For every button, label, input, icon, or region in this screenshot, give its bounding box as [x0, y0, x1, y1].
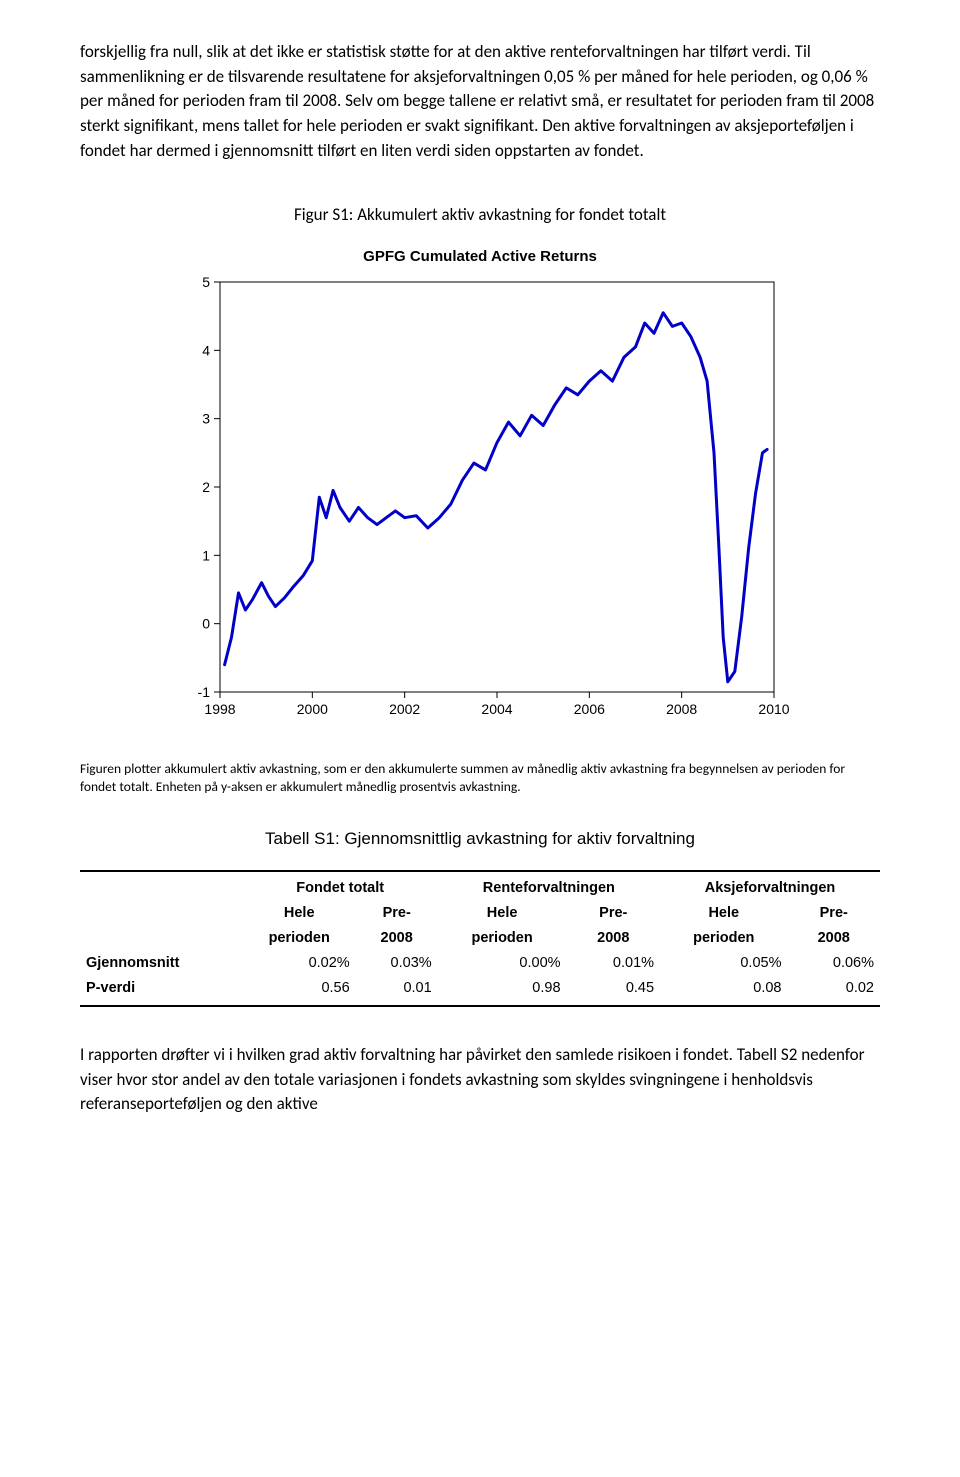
- svg-text:4: 4: [202, 342, 210, 358]
- svg-text:2000: 2000: [297, 701, 328, 717]
- chart-container: GPFG Cumulated Active Returns -1 0 1 2 3 4 5 19…: [170, 246, 790, 732]
- svg-text:-1: -1: [198, 684, 211, 700]
- sub-header: 2008: [567, 926, 661, 951]
- sub-header: 2008: [356, 926, 438, 951]
- sub-header: Hele: [438, 901, 567, 926]
- sub-header: Pre-: [567, 901, 661, 926]
- table-title: Tabell S1: Gjennomsnittlig avkastning fo…: [80, 827, 880, 852]
- sub-header: perioden: [438, 926, 567, 951]
- intro-paragraph: forskjellig fra null, slik at det ikke e…: [80, 40, 880, 163]
- cell-value: 0.08: [660, 976, 787, 1001]
- sub-header: Hele: [243, 901, 356, 926]
- cell-value: 0.00%: [438, 951, 567, 976]
- cell-value: 0.01: [356, 976, 438, 1001]
- cell-value: 0.02: [787, 976, 880, 1001]
- svg-text:2: 2: [202, 479, 210, 495]
- svg-text:2008: 2008: [666, 701, 697, 717]
- figure-title: Figur S1: Akkumulert aktiv avkastning fo…: [80, 203, 880, 228]
- sub-header: perioden: [243, 926, 356, 951]
- cell-value: 0.03%: [356, 951, 438, 976]
- table-group-row: Fondet totalt Renteforvaltningen Aksjefo…: [80, 876, 880, 901]
- svg-text:2010: 2010: [758, 701, 789, 717]
- table-wrapper: Fondet totalt Renteforvaltningen Aksjefo…: [80, 870, 880, 1007]
- sub-header: 2008: [787, 926, 880, 951]
- row-label: Gjennomsnitt: [80, 951, 243, 976]
- table-corner: [80, 876, 243, 901]
- svg-text:1: 1: [202, 547, 210, 563]
- cell-value: 0.01%: [567, 951, 661, 976]
- chart-svg: -1 0 1 2 3 4 5 1998 2000 2002 2004 2006 2008 2010: [170, 272, 790, 732]
- cell-value: 0.45: [567, 976, 661, 1001]
- footer-paragraph: I rapporten drøfter vi i hvilken grad ak…: [80, 1043, 880, 1117]
- stats-table: Fondet totalt Renteforvaltningen Aksjefo…: [80, 876, 880, 1001]
- cell-value: 0.56: [243, 976, 356, 1001]
- cell-value: 0.06%: [787, 951, 880, 976]
- sub-header: Hele: [660, 901, 787, 926]
- chart-area: -1 0 1 2 3 4 5 1998 2000 2002 2004 2006 2008 2010: [170, 272, 790, 732]
- table-row: Gjennomsnitt0.02%0.03%0.00%0.01%0.05%0.0…: [80, 951, 880, 976]
- cell-value: 0.98: [438, 976, 567, 1001]
- cell-value: 0.02%: [243, 951, 356, 976]
- svg-text:2006: 2006: [574, 701, 605, 717]
- row-label: P-verdi: [80, 976, 243, 1001]
- sub-header: Pre-: [356, 901, 438, 926]
- chart-title: GPFG Cumulated Active Returns: [170, 246, 790, 268]
- table-sub-row-1: Hele Pre- Hele Pre- Hele Pre-: [80, 901, 880, 926]
- svg-text:2002: 2002: [389, 701, 420, 717]
- svg-text:3: 3: [202, 410, 210, 426]
- svg-text:5: 5: [202, 274, 210, 290]
- sub-header: perioden: [660, 926, 787, 951]
- group-header: Aksjeforvaltningen: [660, 876, 880, 901]
- svg-text:2004: 2004: [481, 701, 512, 717]
- sub-header: Pre-: [787, 901, 880, 926]
- svg-text:1998: 1998: [204, 701, 235, 717]
- group-header: Renteforvaltningen: [438, 876, 660, 901]
- figure-caption: Figuren plotter akkumulert aktiv avkastn…: [80, 760, 880, 798]
- table-row: P-verdi0.560.010.980.450.080.02: [80, 976, 880, 1001]
- group-header: Fondet totalt: [243, 876, 438, 901]
- svg-text:0: 0: [202, 615, 210, 631]
- cell-value: 0.05%: [660, 951, 787, 976]
- table-sub-row-2: perioden 2008 perioden 2008 perioden 200…: [80, 926, 880, 951]
